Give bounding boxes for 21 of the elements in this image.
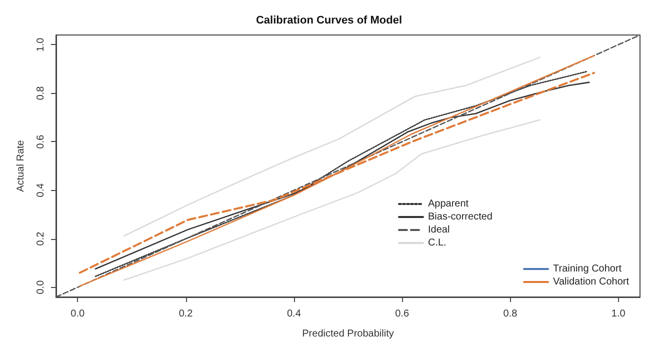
x-tick-label: 0.2 [178, 308, 194, 320]
legend-label: C.L. [428, 238, 446, 248]
y-tick-label: 0.4 [36, 182, 46, 198]
y-tick-label: 0.2 [36, 231, 46, 246]
x-tick-label: 0.8 [503, 308, 518, 320]
y-tick-label: 0.8 [36, 86, 46, 100]
y-axis-title: Actual Rate [16, 140, 26, 192]
legend-label: Training Cohort [553, 264, 622, 274]
chart-title: Calibration Curves of Model [256, 14, 402, 26]
legend-label: Apparent [428, 198, 469, 210]
y-tick-label: 1.0 [36, 37, 46, 52]
legend-label: Ideal [428, 224, 450, 236]
y-tick-label: 0.6 [36, 134, 46, 149]
x-axis-title: Predicted Probability [302, 328, 394, 340]
x-tick-label: 1.0 [611, 308, 626, 320]
x-tick-label: 0.0 [70, 308, 86, 320]
x-tick-label: 0.6 [395, 308, 410, 320]
x-tick-label: 0.4 [286, 308, 302, 320]
legend-label: Bias-corrected [428, 212, 492, 222]
y-tick-label: 0.0 [36, 280, 46, 294]
legend-label: Validation Cohort [553, 276, 630, 288]
